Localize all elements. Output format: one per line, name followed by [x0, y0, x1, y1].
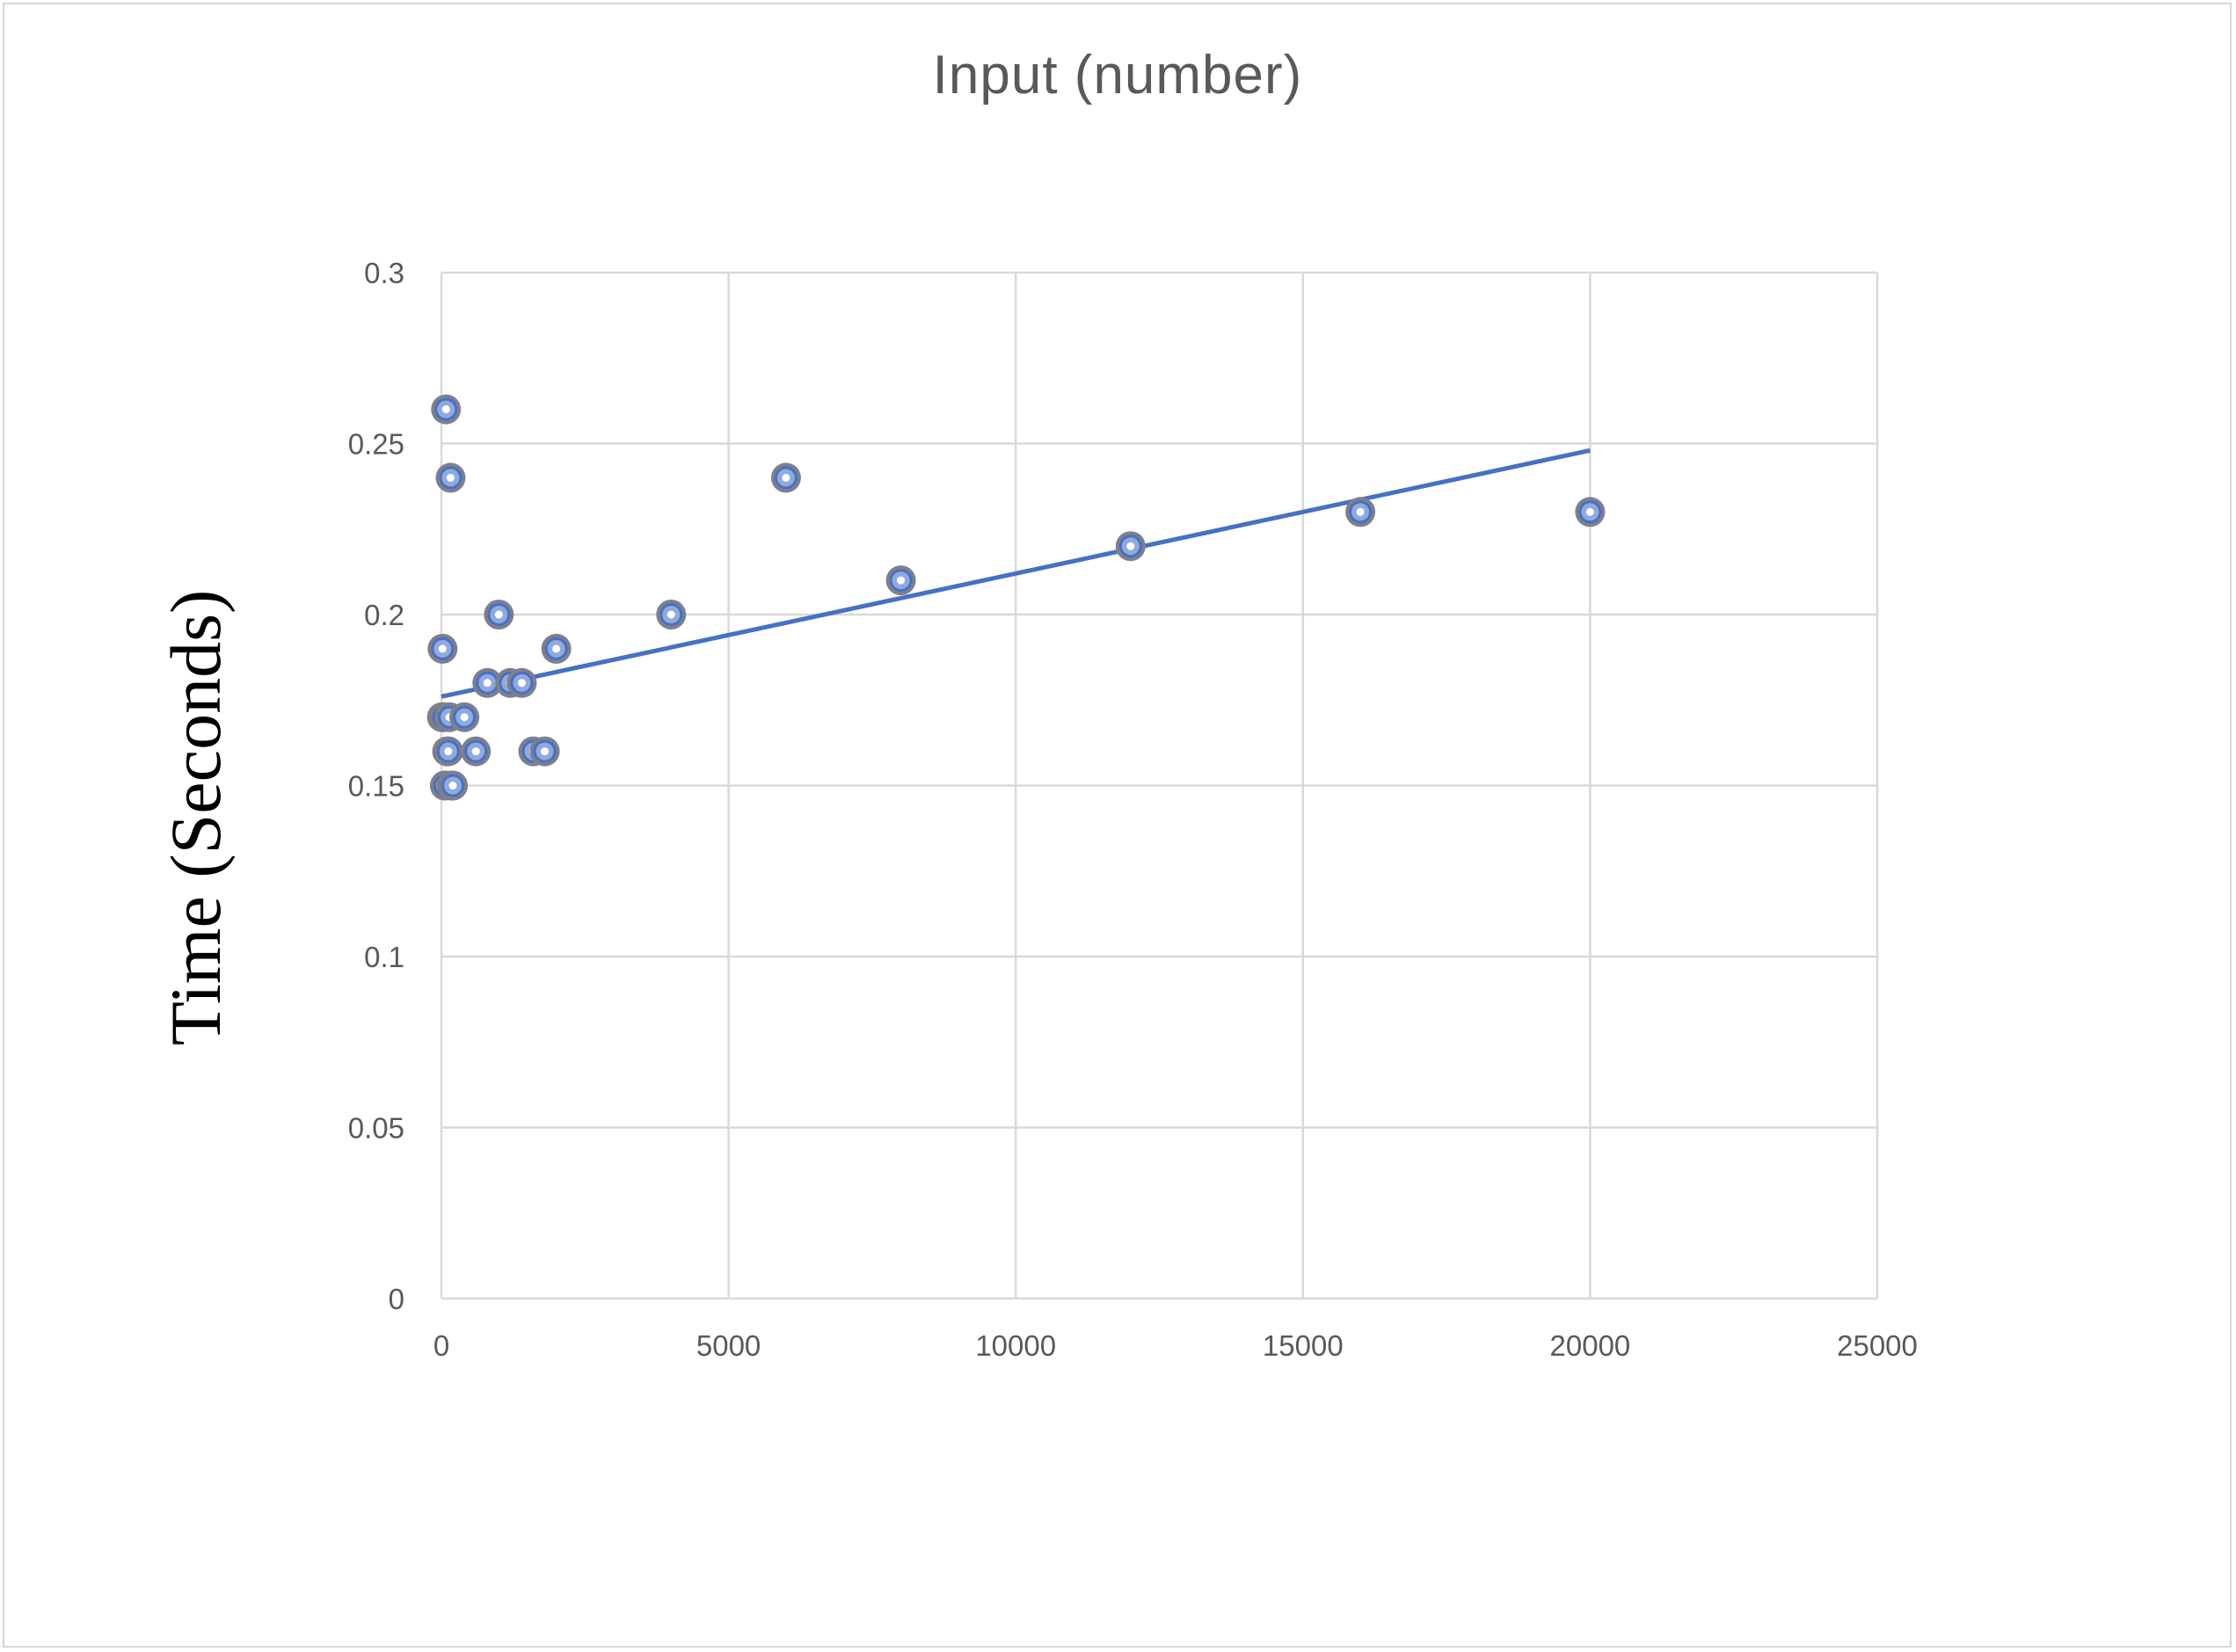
- y-tick-label: 0.3: [364, 257, 404, 289]
- y-tick-label: 0.15: [348, 770, 404, 803]
- y-tick-label: 0.25: [348, 428, 404, 461]
- data-point-center: [471, 747, 480, 756]
- data-point-center: [541, 747, 550, 756]
- x-tick-label: 20000: [1550, 1329, 1631, 1362]
- y-axis-label: Time (Seconds): [156, 590, 236, 1046]
- data-point-center: [446, 473, 455, 482]
- x-tick-label: 10000: [975, 1329, 1056, 1362]
- data-point: [1115, 531, 1146, 562]
- data-point: [461, 736, 492, 767]
- data-point: [656, 600, 687, 630]
- x-tick-label: 5000: [696, 1329, 761, 1362]
- x-tick-label: 25000: [1837, 1329, 1918, 1362]
- data-point: [449, 702, 480, 732]
- data-point: [484, 600, 514, 630]
- data-point-center: [483, 679, 492, 688]
- data-point-center: [666, 610, 675, 619]
- y-tick-label: 0.2: [364, 599, 404, 631]
- data-point-center: [1585, 507, 1594, 516]
- data-point: [506, 667, 537, 698]
- y-tick-label: 0.1: [364, 941, 404, 973]
- data-points: [426, 394, 1606, 801]
- data-point-center: [1126, 542, 1135, 550]
- data-point-center: [517, 679, 526, 688]
- data-point: [1575, 497, 1606, 528]
- tick-labels: 0 0.05 0.1 0.15 0.2 0.25 0.3 0 5000 10000 15000 200…: [348, 257, 1918, 1362]
- chart-title: Input (number): [933, 45, 1303, 106]
- data-point: [438, 770, 469, 801]
- data-point-center: [460, 713, 469, 722]
- data-point: [1345, 497, 1376, 528]
- data-point-center: [438, 644, 447, 653]
- data-point-center: [494, 610, 503, 619]
- data-point: [427, 633, 458, 664]
- x-tick-label: 0: [433, 1329, 449, 1362]
- y-tick-label: 0: [389, 1283, 404, 1315]
- data-point: [435, 462, 466, 493]
- trendline: [441, 448, 1591, 699]
- data-point: [433, 736, 463, 767]
- data-point-center: [552, 644, 561, 653]
- data-point-center: [897, 576, 906, 585]
- data-point: [885, 565, 916, 596]
- data-point: [431, 394, 462, 425]
- data-point-center: [1356, 507, 1365, 516]
- data-point: [529, 736, 560, 767]
- trendline-layer: [441, 448, 1591, 699]
- y-tick-label: 0.05: [348, 1112, 404, 1145]
- data-point-center: [441, 405, 450, 414]
- x-tick-label: 15000: [1263, 1329, 1344, 1362]
- data-point-center: [444, 747, 453, 756]
- data-point-center: [782, 473, 790, 482]
- data-point: [541, 633, 572, 664]
- data-point-center: [448, 782, 457, 790]
- grid-layer: [440, 271, 1879, 1300]
- chart-frame: [3, 3, 2232, 1648]
- data-point: [472, 667, 503, 698]
- data-point: [770, 462, 801, 493]
